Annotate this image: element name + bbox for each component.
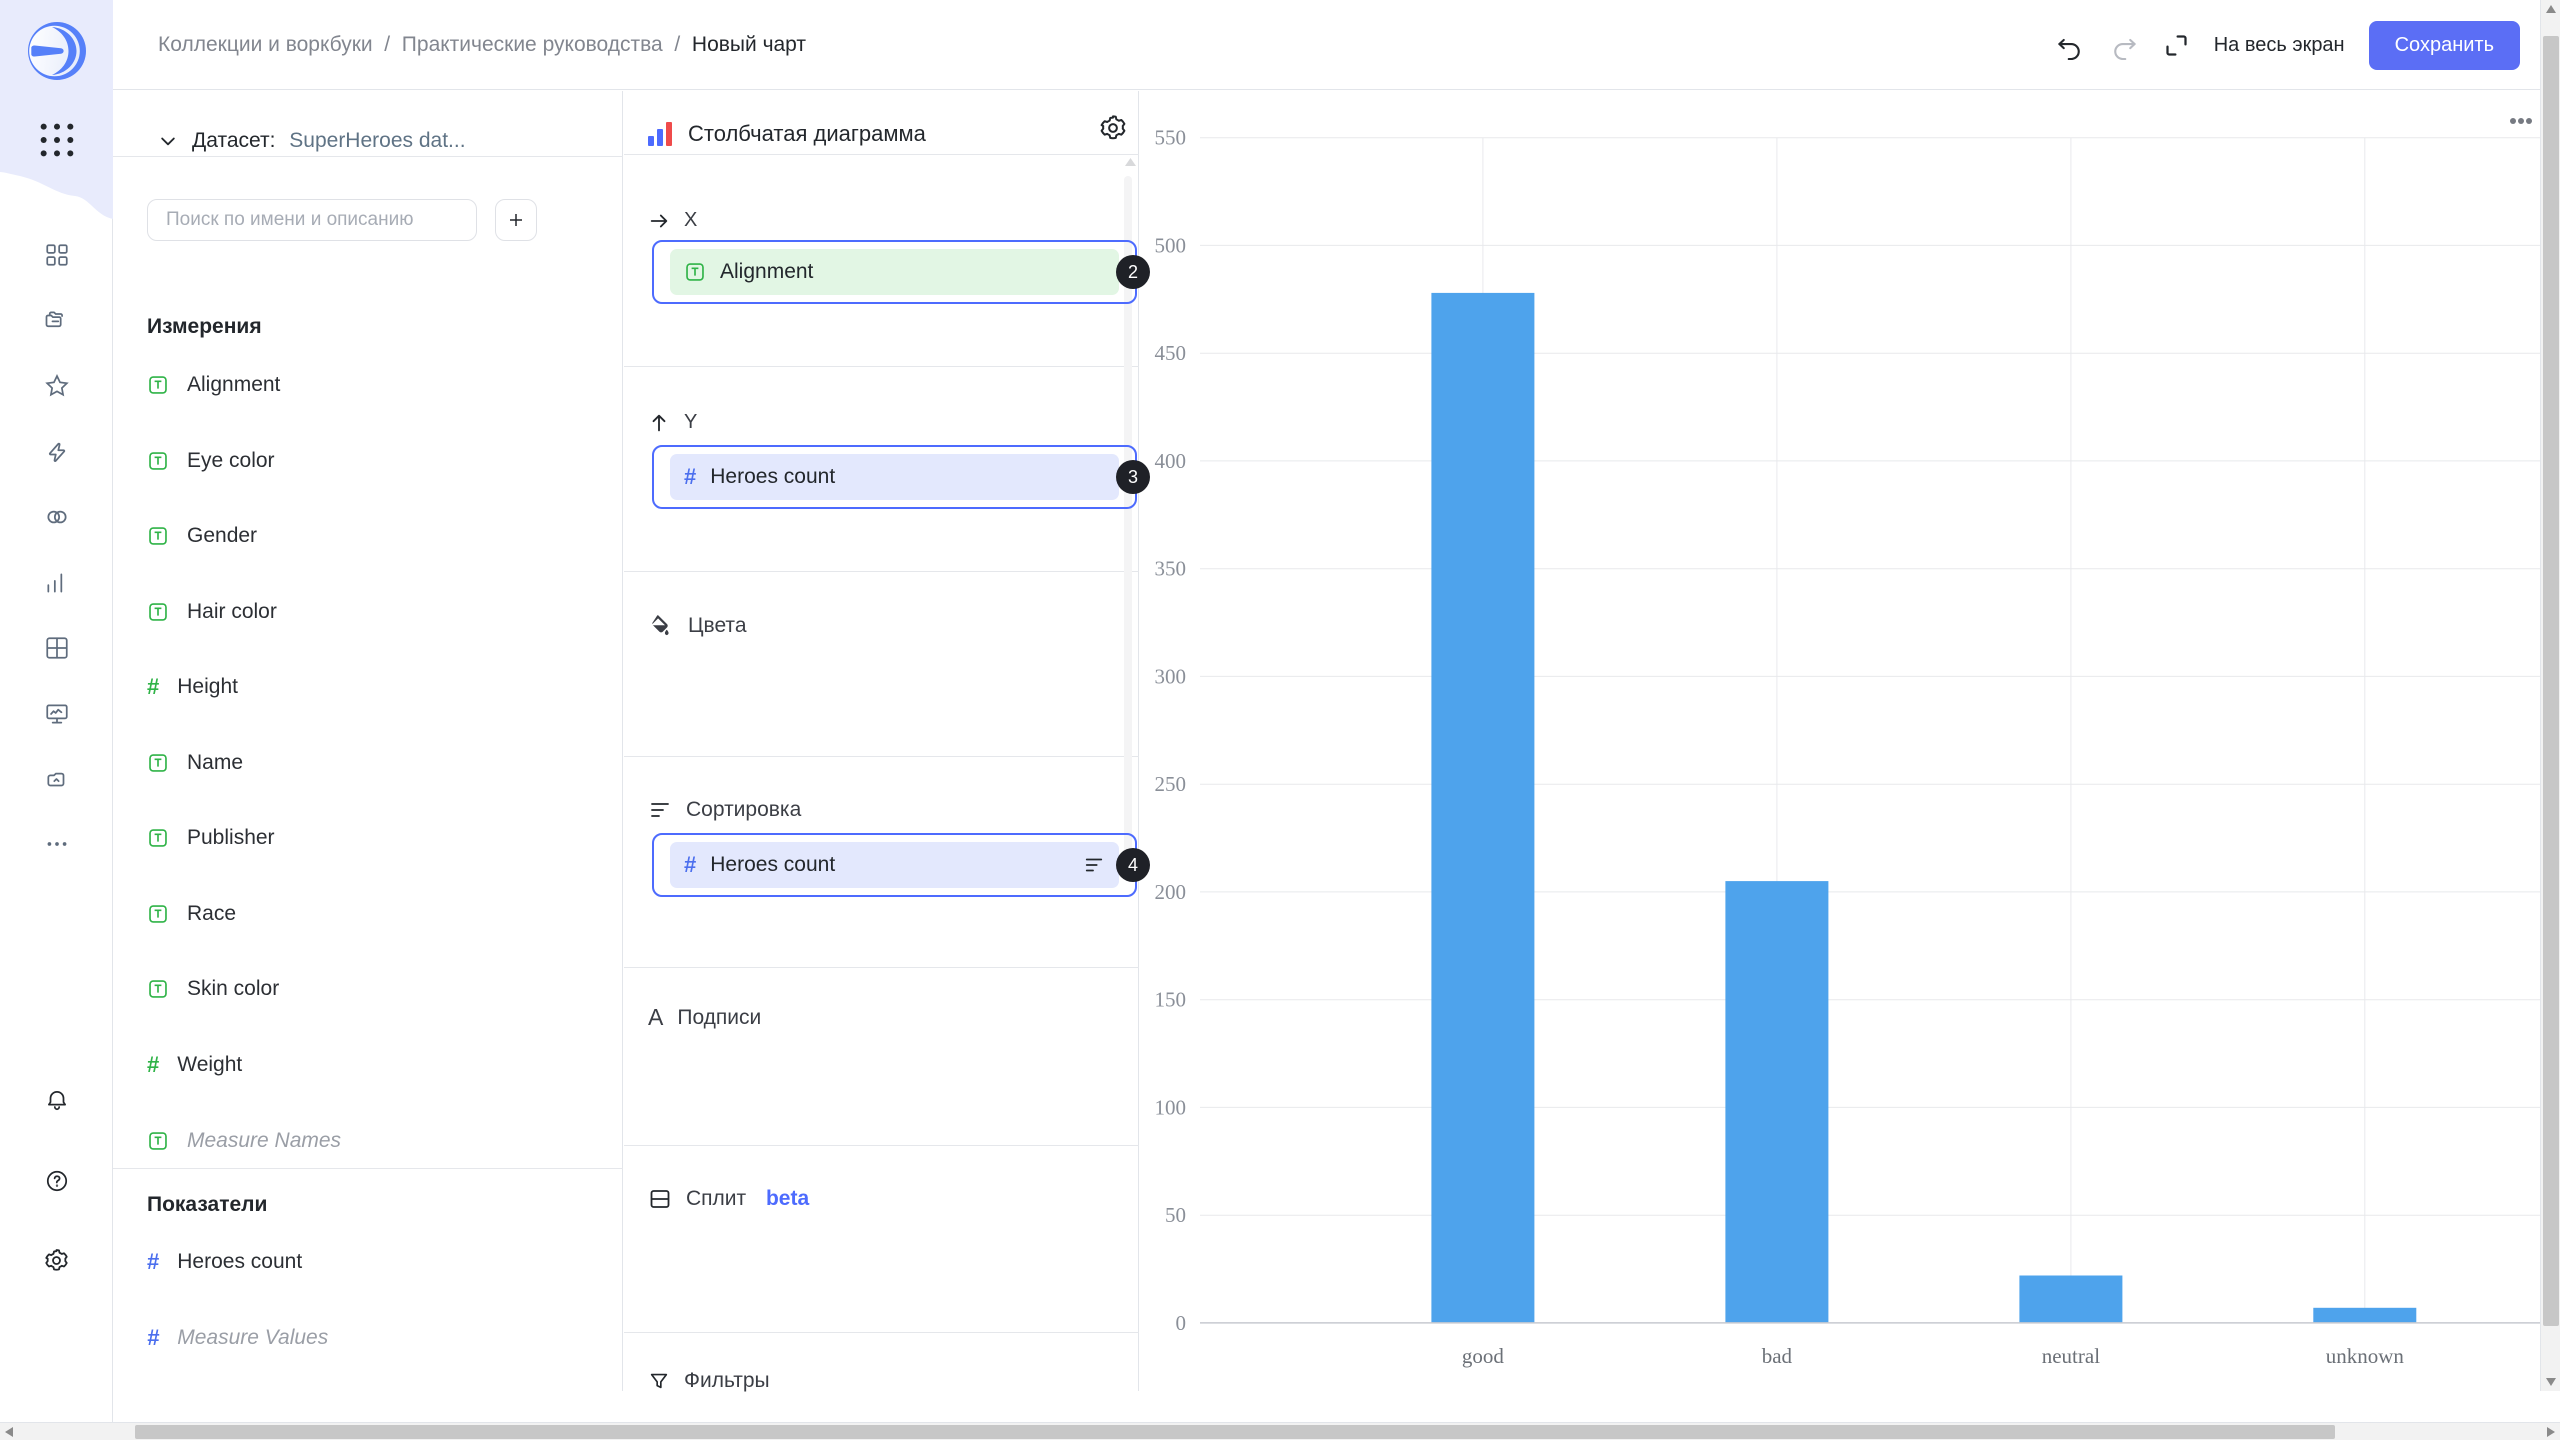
svg-text:250: 250 <box>1155 772 1187 796</box>
svg-text:550: 550 <box>1155 126 1187 150</box>
svg-text:good: good <box>1462 1344 1505 1368</box>
svg-text:200: 200 <box>1155 880 1187 904</box>
svg-text:neutral: neutral <box>2042 1344 2100 1368</box>
svg-text:150: 150 <box>1155 988 1187 1012</box>
svg-text:0: 0 <box>1176 1311 1187 1335</box>
svg-text:450: 450 <box>1155 341 1187 365</box>
svg-text:bad: bad <box>1762 1344 1793 1368</box>
svg-text:50: 50 <box>1165 1203 1186 1227</box>
svg-text:400: 400 <box>1155 449 1187 473</box>
svg-text:500: 500 <box>1155 233 1187 257</box>
svg-text:300: 300 <box>1155 664 1187 688</box>
svg-text:100: 100 <box>1155 1095 1187 1119</box>
svg-text:unknown: unknown <box>2326 1344 2405 1368</box>
svg-text:350: 350 <box>1155 557 1187 581</box>
